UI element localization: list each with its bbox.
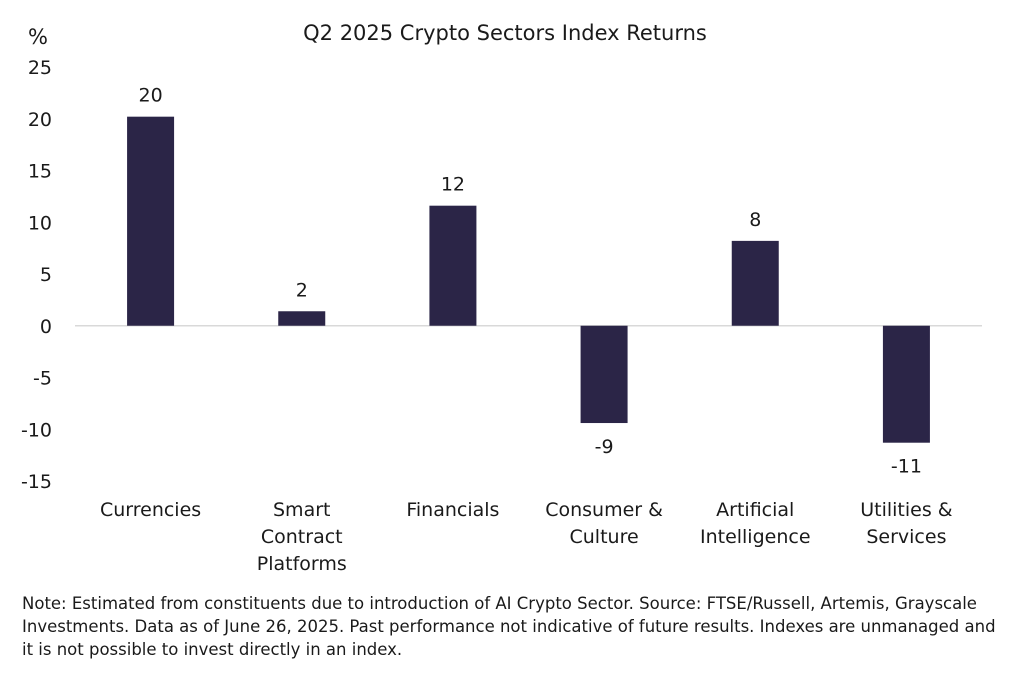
- y-tick-label: 20: [28, 109, 52, 131]
- category-label: Smart: [273, 499, 330, 521]
- category-label: Contract: [261, 526, 343, 548]
- category-labels-group: Currencies Smart Contract Platforms Financia…: [100, 499, 953, 575]
- category-label: Intelligence: [700, 526, 811, 548]
- y-tick-label: -10: [21, 419, 52, 441]
- data-label: 20: [138, 85, 162, 107]
- data-label: -11: [891, 456, 922, 478]
- y-axis-ticks: 25 20 15 10 5 0 -5 -10 -15: [21, 57, 52, 493]
- y-tick-label: 5: [40, 264, 52, 286]
- y-axis-unit-label: %: [28, 25, 48, 49]
- category-label: Culture: [569, 526, 638, 548]
- bar: [127, 116, 175, 326]
- bar: [731, 240, 779, 326]
- y-tick-label: 15: [28, 161, 52, 183]
- y-tick-label: 0: [40, 316, 52, 338]
- category-label: Utilities &: [860, 499, 953, 521]
- bar: [278, 311, 326, 326]
- bar-chart: Q2 2025 Crypto Sectors Index Returns % 2…: [21, 21, 982, 575]
- y-tick-label: 25: [28, 57, 52, 79]
- category-label: Platforms: [257, 553, 347, 575]
- bar: [580, 325, 628, 424]
- data-label: 8: [749, 209, 761, 231]
- category-label: Consumer &: [545, 499, 663, 521]
- category-label: Services: [866, 526, 946, 548]
- bars-group: [127, 116, 930, 443]
- bar: [429, 205, 477, 326]
- y-tick-label: -15: [21, 471, 52, 493]
- data-label: -9: [595, 436, 614, 458]
- category-label: Financials: [406, 499, 499, 521]
- data-label: 12: [441, 174, 465, 196]
- bar: [882, 325, 930, 443]
- chart-title: Q2 2025 Crypto Sectors Index Returns: [303, 21, 707, 45]
- category-label: Artificial: [716, 499, 794, 521]
- y-tick-label: -5: [33, 368, 52, 390]
- y-tick-label: 10: [28, 212, 52, 234]
- data-labels-group: 20 2 12 -9 8 -11: [138, 85, 921, 478]
- footnote: Note: Estimated from constituents due to…: [22, 594, 996, 659]
- data-label: 2: [296, 279, 308, 301]
- category-label: Currencies: [100, 499, 201, 521]
